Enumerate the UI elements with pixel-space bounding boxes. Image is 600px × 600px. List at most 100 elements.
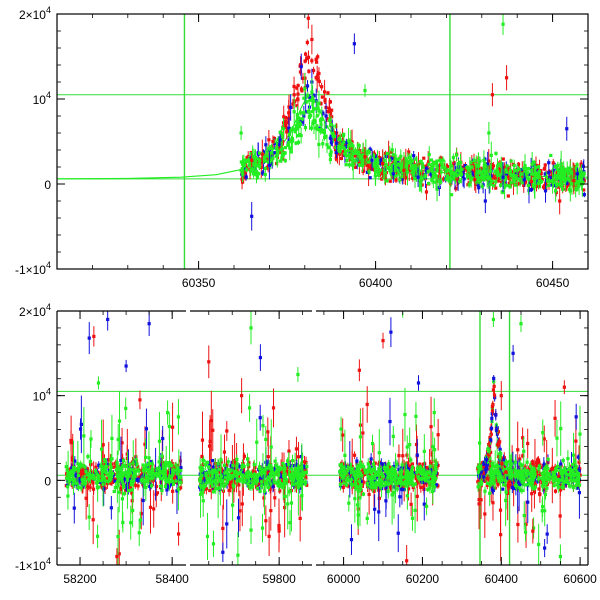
top-point-green [394, 174, 398, 178]
top-point-red [494, 176, 498, 181]
top-point-red [404, 175, 409, 180]
bottom-point-red [121, 457, 125, 461]
top-point-green [275, 153, 279, 157]
top-point-red [315, 60, 319, 64]
top-point-green [460, 167, 464, 172]
top-point-blue [548, 176, 552, 180]
bottom-point-green [176, 487, 180, 491]
top-point-green [448, 169, 453, 173]
top-point-green [327, 145, 331, 150]
top-point-blue [304, 110, 309, 114]
top-point-green [376, 173, 381, 177]
top-point-red [543, 163, 547, 167]
top-point-green [559, 180, 563, 184]
bottom-point-green [287, 490, 291, 494]
bottom-point-red [128, 482, 132, 486]
bottom-point-red [229, 485, 233, 489]
bottom-point-red [209, 419, 213, 423]
top-point-red [245, 156, 249, 160]
top-point-blue [287, 126, 291, 130]
bottom-point-green [65, 476, 69, 480]
bottom-point-green [72, 478, 76, 483]
top-point-green [469, 160, 473, 165]
top-point-red [310, 59, 314, 63]
top-point-green [295, 113, 300, 117]
top-point-red [361, 169, 365, 173]
bottom-point-green [71, 466, 76, 470]
top-point-green [561, 166, 565, 170]
top-point-red [339, 156, 344, 161]
top-point-green [435, 163, 439, 167]
top-point-green [311, 107, 316, 111]
top-point-green [351, 163, 355, 167]
top-point-red [243, 170, 247, 174]
top-point-red [326, 110, 330, 114]
bottom-point-blue [77, 477, 81, 481]
bottom-point-red [271, 406, 276, 410]
top-point-blue [264, 143, 268, 147]
bottom-point-green [151, 471, 156, 475]
bottom-point-green [157, 474, 162, 478]
top-point-red [284, 119, 288, 124]
top-point-green [423, 174, 427, 179]
top-point-green [489, 169, 493, 173]
top-point-green [554, 182, 559, 186]
top-point-green [519, 172, 523, 176]
top-point-green [383, 171, 387, 175]
top-point-green [420, 176, 424, 180]
top-point-green [430, 178, 434, 182]
top-point-red [301, 76, 305, 80]
bottom-point-green [95, 486, 100, 490]
top-point-blue [267, 163, 271, 167]
top-point-red [423, 164, 427, 168]
top-point-red [295, 86, 299, 90]
top-point-green [492, 184, 496, 188]
top-point-green [299, 111, 303, 115]
top-y-tick-label-0: 2×104 [19, 5, 51, 22]
bottom-point-red [138, 475, 142, 479]
top-point-green [315, 107, 319, 111]
top-point-green [410, 164, 415, 169]
top-point-green [359, 155, 363, 159]
bottom-point-green [150, 462, 154, 466]
bottom-point-green [170, 479, 175, 483]
top-point-blue [476, 183, 480, 187]
top-point-red [383, 151, 388, 156]
top-point-green [374, 170, 378, 174]
top-point-red [491, 174, 495, 178]
bottom-point-green [127, 488, 131, 493]
top-point-green [526, 171, 530, 175]
bottom-point-red [171, 489, 175, 493]
top-point-blue [412, 154, 416, 158]
top-point-green [310, 96, 315, 100]
top-point-red [334, 156, 338, 160]
top-point-green [269, 159, 273, 163]
top-point-green [526, 183, 530, 188]
top-point-green [346, 139, 351, 143]
bottom-point-green [174, 468, 178, 472]
bottom-point-red [208, 439, 212, 443]
bottom-point-green [164, 479, 168, 484]
bottom-point-green [117, 419, 122, 423]
top-point-green [342, 140, 346, 144]
bottom-point-blue [144, 427, 149, 431]
bottom-point-red [105, 477, 109, 481]
top-point-green [269, 151, 273, 155]
top-point-green [350, 148, 354, 152]
bottom-point-red [129, 485, 133, 489]
top-point-green [305, 100, 309, 104]
top-point-green [242, 164, 247, 168]
top-point-green [278, 130, 282, 135]
bottom-point-green [260, 484, 264, 488]
top-point-green [283, 159, 287, 163]
bottom-point-red [220, 468, 224, 472]
bottom-point-green [171, 482, 176, 486]
bottom-point-red [99, 484, 104, 488]
top-point-green [537, 170, 542, 174]
top-point-red [333, 147, 338, 152]
bottom-point-green [87, 472, 91, 476]
bottom-point-red [221, 526, 225, 531]
top-point-green [501, 190, 505, 194]
top-point-red [506, 194, 510, 198]
bottom-point-green [163, 484, 168, 489]
